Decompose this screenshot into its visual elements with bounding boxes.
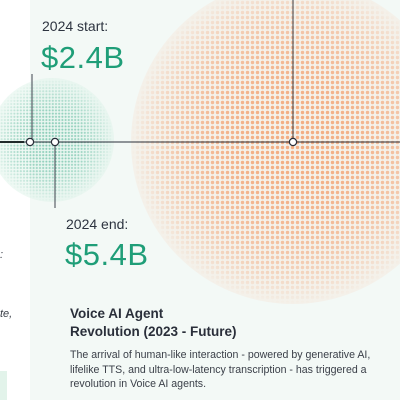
section-title-line-1: Voice AI Agent <box>70 306 164 321</box>
start-stat-value: $2.4B <box>41 40 125 75</box>
left-column-text-fragment: te, <box>0 308 13 320</box>
end-marker-dot <box>50 137 60 147</box>
left-column-button-fragment[interactable] <box>0 371 7 400</box>
section-body-text: The arrival of human-like interaction - … <box>70 349 371 391</box>
end-stat-label: 2024 end: <box>66 216 129 232</box>
connector-lines <box>0 0 400 208</box>
orange-halftone-sphere <box>120 0 400 310</box>
end-stat-value: $5.4B <box>65 237 149 272</box>
left-column-colon-fragment: : <box>0 249 4 261</box>
section-title: Voice AI Agent Revolution (2023 - Future… <box>70 305 370 341</box>
orange-center-dot <box>288 137 298 147</box>
start-stat-label: 2024 start: <box>42 18 109 34</box>
section-title-line-2: Revolution (2023 - Future) <box>70 324 237 339</box>
start-marker-dot <box>25 137 35 147</box>
